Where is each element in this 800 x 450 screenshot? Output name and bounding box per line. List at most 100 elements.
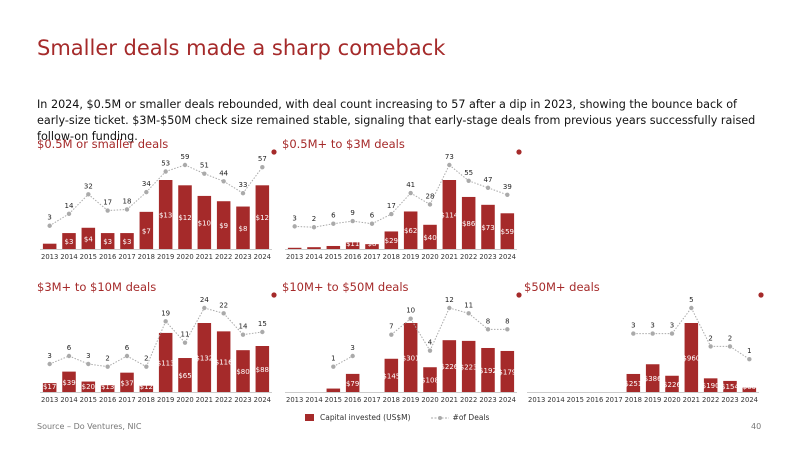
deal-line-segment (690, 307, 712, 347)
x-tick-2022: 2022 (460, 396, 477, 404)
deal-point-2018 (144, 364, 149, 369)
bar-label-2024: $12 (256, 214, 269, 222)
deal-label-2023: 8 (486, 317, 490, 325)
bar-2021 (442, 180, 457, 249)
deal-label-2022: 55 (464, 169, 473, 177)
bar-2024 (255, 185, 270, 249)
deal-label-2020: 59 (181, 153, 190, 161)
deal-line-segment (204, 173, 224, 182)
deal-label-2016: 2 (105, 355, 109, 363)
x-tick-2014: 2014 (305, 396, 322, 404)
deal-label-2022: 2 (708, 334, 712, 342)
x-tick-2024: 2024 (499, 253, 516, 261)
x-tick-2015: 2015 (567, 396, 584, 404)
bar-label-2015: $4 (84, 235, 93, 243)
bar-2022 (461, 196, 476, 249)
bar-label-2021: $960 (682, 355, 700, 363)
x-tick-2023: 2023 (479, 396, 496, 404)
deal-label-2024: 39 (503, 183, 512, 191)
deal-label-2015: 1 (331, 355, 335, 363)
bar-2017 (120, 372, 134, 392)
bar-label-2021: $132 (195, 355, 213, 363)
bar-2016 (100, 233, 115, 249)
deal-point-2015 (331, 221, 336, 226)
bar-2023 (236, 206, 250, 249)
legend-line-label: #of Deals (452, 413, 490, 422)
chart-title: $0.5M+ to $3M deals (282, 137, 405, 151)
deal-point-2019 (408, 316, 413, 321)
deal-point-2017 (369, 221, 375, 226)
deal-label-2018: 7 (389, 323, 393, 331)
deal-label-2016: 17 (103, 199, 112, 207)
deal-line-segment (49, 355, 70, 365)
deal-label-2013: 3 (292, 214, 296, 222)
deal-point-2020 (427, 348, 433, 353)
bar-label-2019: $386 (644, 375, 662, 383)
deal-point-2024 (260, 329, 265, 335)
deal-label-2016: 3 (350, 344, 354, 352)
x-tick-2020: 2020 (176, 396, 193, 404)
bar-2013 (42, 243, 57, 249)
bar-2022 (216, 331, 231, 392)
x-tick-2019: 2019 (402, 396, 419, 404)
deal-label-2019: 10 (406, 307, 415, 315)
deal-line-segment (410, 318, 431, 351)
bar-2024 (500, 350, 515, 392)
deal-point-2014 (66, 211, 72, 217)
bar-label-2020: $12 (178, 214, 191, 222)
x-tick-2020: 2020 (421, 253, 438, 261)
bar-label-2023: $73 (481, 224, 494, 232)
deal-point-2022 (708, 344, 713, 349)
bar-2020 (423, 367, 437, 392)
deal-point-2013 (47, 223, 52, 228)
x-tick-2015: 2015 (325, 396, 342, 404)
x-tick-2020: 2020 (421, 396, 438, 404)
chart-svg: $79 $145 $301 $108$226 $223 $192 $179 1 3 7 10 4 12 1… (285, 292, 522, 404)
deal-point-2024 (260, 164, 265, 170)
deal-point-2023 (240, 332, 246, 337)
x-tick-2013: 2013 (41, 396, 58, 404)
deal-point-2013 (292, 224, 297, 229)
deal-line-segment (88, 363, 108, 368)
deal-label-2018: 2 (144, 355, 148, 363)
bar-2022 (216, 201, 231, 249)
deal-line-segment (333, 220, 353, 225)
deal-point-2022 (466, 311, 471, 316)
deal-point-2019 (650, 331, 655, 336)
x-tick-2017: 2017 (363, 396, 380, 404)
chart-05m-3m-deals: $0.5M+ to $3M deals $11 $8 $29 $62 $40 $114 $8… (282, 137, 522, 265)
bar-2020 (665, 375, 679, 392)
x-tick-2023: 2023 (234, 396, 251, 404)
deal-point-2019 (163, 319, 168, 324)
deal-line-segment (145, 321, 167, 367)
x-tick-2022: 2022 (215, 396, 232, 404)
x-tick-2017: 2017 (605, 396, 622, 404)
deal-label-2018: 3 (631, 322, 635, 330)
x-tick-2018: 2018 (138, 396, 155, 404)
bar-2014 (62, 233, 76, 249)
deal-line-segment (49, 213, 70, 227)
deal-label-2024: 1 (747, 347, 751, 355)
deal-point-2018 (389, 332, 394, 337)
deal-label-2014: 14 (65, 202, 74, 210)
deal-label-2018: 34 (142, 180, 151, 188)
deal-point-2014 (66, 353, 72, 359)
bar-2013 (287, 247, 302, 249)
deal-label-2015: 32 (84, 182, 93, 190)
deal-label-2019: 53 (161, 160, 170, 168)
deal-point-2020 (427, 202, 433, 207)
x-tick-2023: 2023 (234, 253, 251, 261)
x-tick-2016: 2016 (99, 396, 116, 404)
bar-label-2024: $60 (743, 383, 756, 391)
bar-2023 (236, 350, 250, 392)
x-tick-2019: 2019 (644, 396, 661, 404)
x-tick-2024: 2024 (254, 253, 271, 261)
deal-line-segment (487, 187, 508, 196)
deal-label-2023: 47 (484, 176, 493, 184)
deal-label-2017: 18 (123, 197, 132, 205)
bar-label-2023: $192 (479, 367, 497, 375)
x-tick-2017: 2017 (363, 253, 380, 261)
x-tick-2017: 2017 (118, 396, 135, 404)
bar-2024 (500, 213, 515, 249)
bar-2024 (742, 387, 757, 392)
